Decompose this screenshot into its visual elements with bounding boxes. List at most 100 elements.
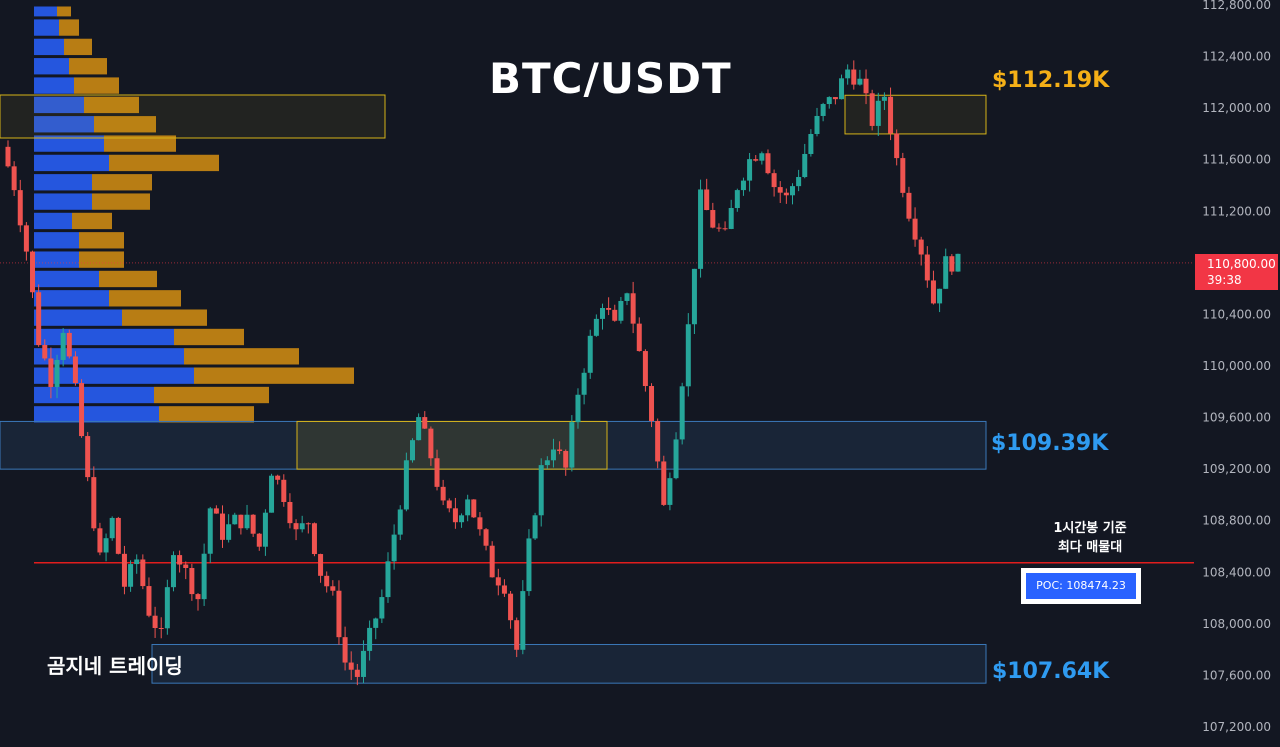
current-price-badge[interactable]: 110,800.00 39:38: [1195, 254, 1278, 290]
y-tick-label: 112,000.00: [1202, 101, 1271, 115]
candle-body: [912, 218, 918, 240]
candle-body: [930, 280, 936, 304]
candle-body: [269, 475, 275, 513]
candle-body: [54, 359, 60, 388]
candle-body: [256, 533, 262, 547]
candle-body: [79, 383, 85, 437]
candle-body: [134, 559, 140, 565]
candle-body: [949, 256, 955, 272]
vp-sell-bar: [109, 154, 219, 172]
candle-body: [397, 509, 403, 535]
candle-body: [526, 538, 532, 592]
candle-body: [624, 293, 630, 301]
candle-body: [771, 173, 777, 188]
candle-body: [550, 449, 556, 461]
candle-body: [164, 587, 170, 629]
vp-buy-bar: [34, 193, 92, 210]
vp-buy-bar: [34, 309, 122, 326]
candle-body: [152, 615, 158, 629]
vp-buy-bar: [34, 77, 74, 94]
candle-body: [765, 153, 771, 174]
candle-body: [42, 344, 48, 359]
vp-buy-bar: [34, 232, 79, 249]
candle-body: [759, 153, 765, 161]
candle-body: [440, 486, 446, 501]
vp-buy-bar: [34, 96, 84, 114]
vp-sell-bar: [109, 290, 181, 307]
candle-body: [262, 512, 268, 547]
candle-body: [820, 104, 826, 116]
candle-body: [955, 253, 961, 272]
zone-label-top: $112.19K: [992, 68, 1110, 93]
candle-body: [170, 555, 176, 588]
candle-body: [416, 417, 422, 441]
candle-body: [177, 555, 183, 565]
candle-body: [72, 356, 78, 384]
vp-buy-bar: [34, 116, 94, 133]
y-tick-label: 110,400.00: [1202, 307, 1271, 321]
candle-body: [618, 300, 624, 321]
vp-sell-bar: [159, 406, 254, 423]
vp-buy-bar: [34, 328, 174, 346]
candle-body: [845, 69, 851, 79]
candle-body: [446, 500, 452, 509]
candle-body: [36, 292, 42, 345]
candle-body: [734, 190, 740, 209]
current-price-value: 110,800.00: [1207, 257, 1276, 271]
candle-body: [869, 93, 875, 126]
candle-body: [103, 538, 109, 553]
y-tick-label: 111,600.00: [1202, 153, 1271, 167]
candle-body: [109, 517, 115, 539]
price-axis: [1196, 0, 1280, 747]
candle-body: [943, 256, 949, 289]
candle-body: [336, 590, 342, 638]
vp-sell-bar: [99, 270, 157, 288]
candle-body: [452, 508, 458, 523]
candle-body: [514, 620, 520, 650]
candle-body: [305, 523, 311, 525]
candle-body: [740, 180, 746, 191]
candle-body: [213, 508, 219, 514]
poc-note: 1시간봉 기준 최다 매물대: [1040, 519, 1140, 557]
vp-buy-bar: [34, 406, 159, 423]
candle-body: [612, 309, 618, 321]
candle-body: [60, 332, 66, 360]
candle-body: [508, 593, 514, 621]
y-tick-label: 107,600.00: [1202, 668, 1271, 682]
candle-body: [5, 146, 11, 167]
candle-body: [23, 225, 29, 252]
candle-body: [691, 268, 697, 325]
candle-body: [373, 618, 379, 628]
vp-sell-bar: [94, 116, 156, 133]
candle-body: [673, 439, 679, 479]
candle-body: [220, 513, 226, 540]
candle-body: [685, 324, 691, 387]
candle-body: [281, 479, 287, 502]
candle-body: [937, 288, 943, 304]
candle-body: [207, 508, 213, 554]
candle-body: [434, 458, 440, 487]
candle-body: [238, 514, 244, 529]
vp-sell-bar: [79, 251, 124, 268]
candle-body: [146, 586, 152, 616]
candle-countdown: 39:38: [1207, 273, 1242, 287]
vp-buy-bar: [34, 270, 99, 288]
zone-upper-resistance: [844, 94, 987, 135]
candle-body: [477, 517, 483, 530]
poc-label-box[interactable]: POC: 108474.23: [1021, 568, 1141, 604]
candle-body: [544, 460, 550, 466]
candle-body: [532, 515, 538, 539]
zone-upper-left: [0, 94, 386, 139]
candle-body: [226, 524, 232, 540]
candle-body: [348, 662, 354, 670]
chart-title: BTC/USDT: [489, 54, 732, 103]
vp-sell-bar: [84, 96, 139, 114]
candle-body: [495, 577, 501, 586]
candle-body: [189, 568, 195, 595]
candle-body: [888, 96, 894, 134]
candle-body: [802, 153, 808, 178]
vp-sell-bar: [92, 174, 152, 191]
candle-body: [894, 133, 900, 159]
vp-sell-bar: [122, 309, 207, 326]
